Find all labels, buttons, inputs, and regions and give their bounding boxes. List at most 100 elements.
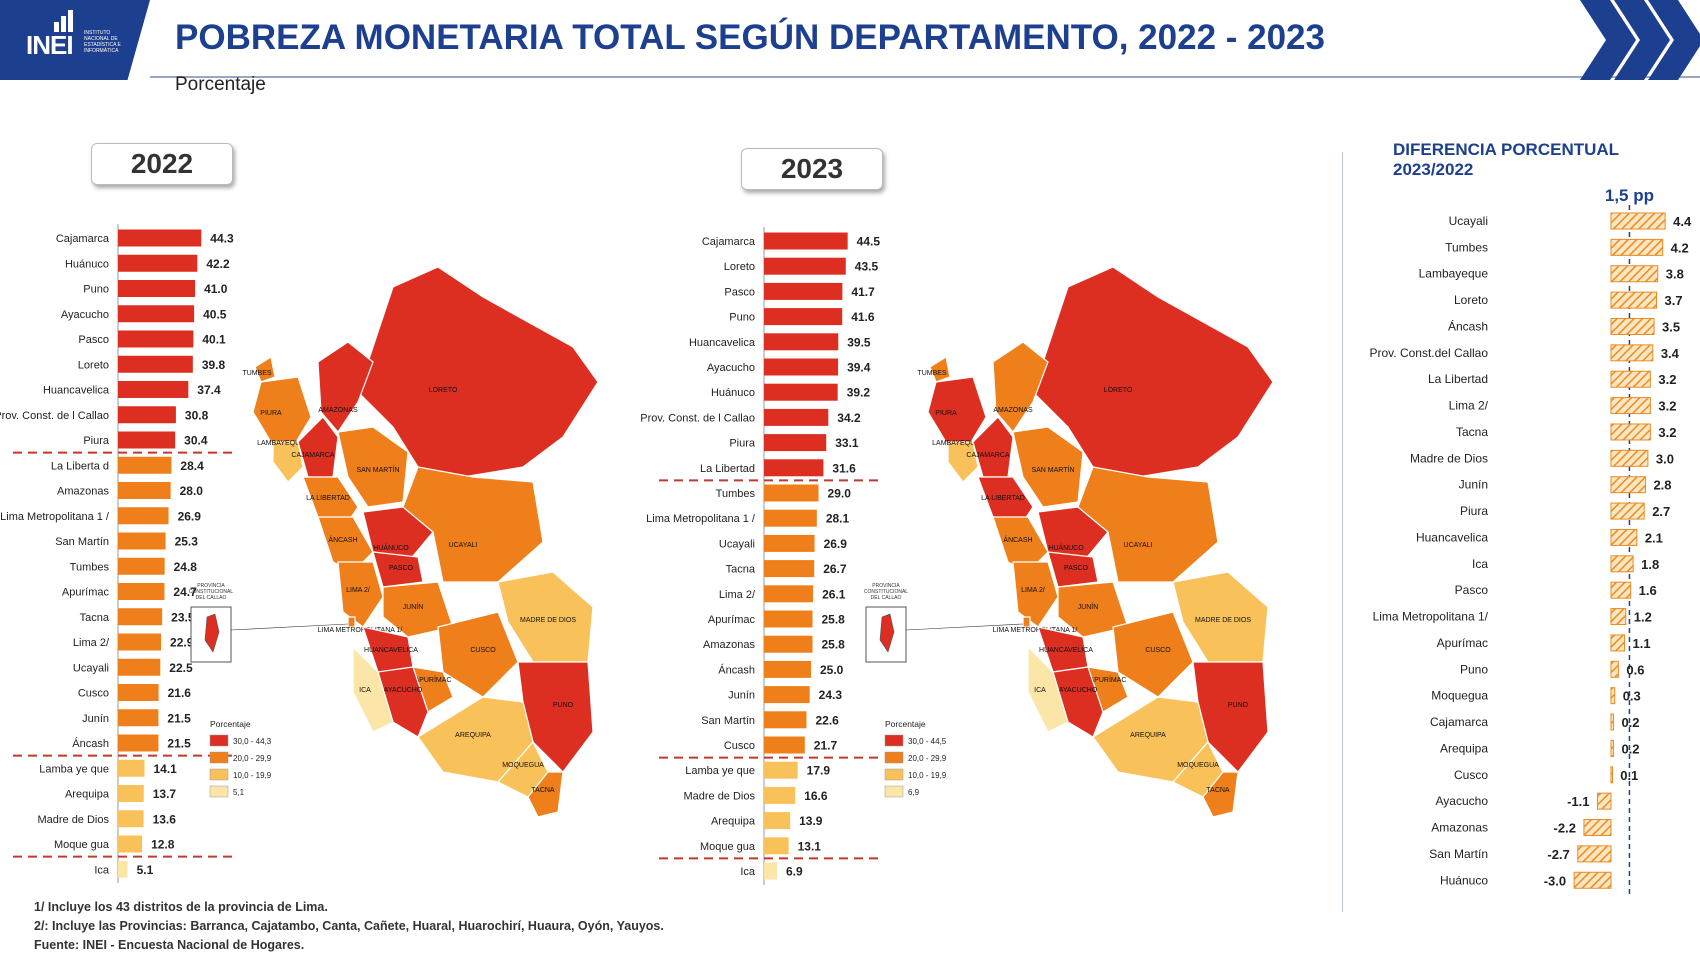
diff-category-label: Pasco (1455, 583, 1489, 597)
footnote-1: 1/ Incluye los 43 distritos de la provin… (34, 900, 328, 914)
bar (118, 785, 144, 802)
category-label: La Liberta d (51, 460, 109, 472)
category-label: Apurímac (62, 587, 110, 599)
map-region (337, 561, 384, 628)
bar (764, 686, 810, 704)
category-label: Ucayali (73, 662, 109, 674)
map-region-label: PUNO (553, 702, 574, 709)
bar (764, 635, 813, 653)
diff-bar (1610, 555, 1634, 573)
map-region-label: CAJAMARCA (966, 452, 1010, 459)
category-label: Ayacucho (61, 309, 109, 321)
value-label: 30.4 (184, 434, 208, 448)
value-label: 6.9 (786, 865, 803, 879)
map-legend-label: 20,0 - 29,9 (233, 754, 272, 763)
value-label: 22.9 (170, 636, 194, 650)
callao-label: PROVINCIA (197, 583, 225, 589)
diff-value-label: 3.7 (1665, 293, 1683, 308)
value-label: 31.6 (832, 461, 856, 475)
category-label: Áncash (718, 663, 755, 676)
map-region-label: ÁNCASH (328, 535, 357, 544)
map-region (317, 341, 374, 433)
map-region-label: LIMA 2/ (1021, 587, 1045, 594)
diff-value-label: 0.3 (1623, 689, 1641, 704)
diff-value-label: 0.2 (1621, 741, 1639, 756)
map-region-label: LORETO (1104, 387, 1133, 394)
map-legend-swatch (209, 768, 229, 781)
diff-category-label: Puno (1460, 662, 1488, 676)
diff-bar (1577, 845, 1612, 863)
diff-category-label: Loreto (1454, 293, 1488, 307)
callao-shape (879, 613, 895, 653)
value-label: 41.0 (204, 282, 228, 296)
map-region (947, 441, 979, 483)
bar (764, 509, 817, 527)
map-legend-label: 5,1 (233, 788, 245, 797)
map-region-label: PASCO (1064, 565, 1089, 572)
map-region-label: MADRE DE DIOS (1195, 617, 1251, 624)
diff-category-label: Junín (1459, 478, 1488, 492)
bar (764, 560, 815, 578)
diff-value-label: 4.4 (1673, 214, 1692, 229)
bar (764, 585, 814, 603)
diff-category-label: Lima 2/ (1449, 399, 1489, 413)
map-region-label: TACNA (531, 787, 555, 794)
map-region-label: ÁNCASH (1003, 535, 1032, 544)
bar (764, 736, 805, 754)
logo-bars-icon (54, 10, 73, 32)
bar (118, 355, 193, 373)
category-label: Tumbes (716, 488, 756, 500)
value-label: 26.1 (822, 587, 846, 601)
diff-bar (1610, 739, 1614, 757)
value-label: 13.6 (153, 812, 177, 826)
bar (118, 835, 143, 853)
chevrons-icon (1580, 0, 1700, 80)
category-label: Arequipa (65, 789, 110, 801)
bar (118, 734, 159, 752)
diff-bar (1610, 687, 1616, 705)
category-label: Lima Metropolitana 1 / (646, 513, 756, 525)
category-label: Tacna (726, 564, 756, 576)
map-region (382, 581, 454, 638)
map-region-label: AYACUCHO (384, 687, 423, 694)
category-label: Apurímac (708, 614, 756, 626)
diff-category-label: Prov. Const.del Callao (1370, 346, 1489, 360)
bar (118, 684, 159, 701)
diff-category-label: Piura (1460, 504, 1488, 518)
value-label: 21.5 (167, 711, 191, 725)
map-region (972, 416, 1014, 478)
diff-category-label: Lambayeque (1419, 267, 1489, 281)
diff-value-label: 3.0 (1656, 451, 1674, 466)
map-region-label: CUSCO (470, 647, 496, 654)
diff-value-label: 1.6 (1639, 583, 1657, 598)
category-label: Cusco (78, 688, 109, 700)
map-legend-label: 10,0 - 19,9 (908, 771, 947, 780)
value-label: 28.1 (826, 512, 850, 526)
category-label: Tacna (80, 612, 110, 624)
category-label: Pasco (724, 286, 755, 298)
map-region (402, 466, 544, 583)
category-label: Pasco (78, 334, 109, 346)
map-region-label: AREQUIPA (1130, 732, 1166, 739)
map-legend-swatch (884, 751, 904, 764)
category-label: Junín (82, 713, 109, 725)
diff-value-label: 1.8 (1641, 557, 1659, 572)
bar (764, 534, 815, 552)
map-legend-swatch (209, 734, 229, 747)
diff-bar (1610, 608, 1627, 626)
diff-category-label: Madre de Dios (1410, 451, 1488, 465)
value-label: 39.5 (847, 335, 871, 349)
diff-category-label: Tumbes (1445, 240, 1488, 254)
value-label: 43.5 (855, 260, 879, 274)
category-label: Loreto (78, 359, 109, 371)
diff-value-label: 0.1 (1620, 768, 1638, 783)
map-region (302, 476, 359, 523)
value-label: 39.4 (847, 361, 871, 375)
map-region-label: TUMBES (242, 370, 272, 377)
map-region-label: APURÍMAC (415, 675, 452, 684)
map-region-label: ICA (359, 687, 371, 694)
bar (118, 381, 189, 398)
diff-bar (1610, 265, 1659, 283)
diff-value-label: 3.8 (1666, 267, 1684, 282)
map-region-label: LIMA 2/ (346, 587, 370, 594)
